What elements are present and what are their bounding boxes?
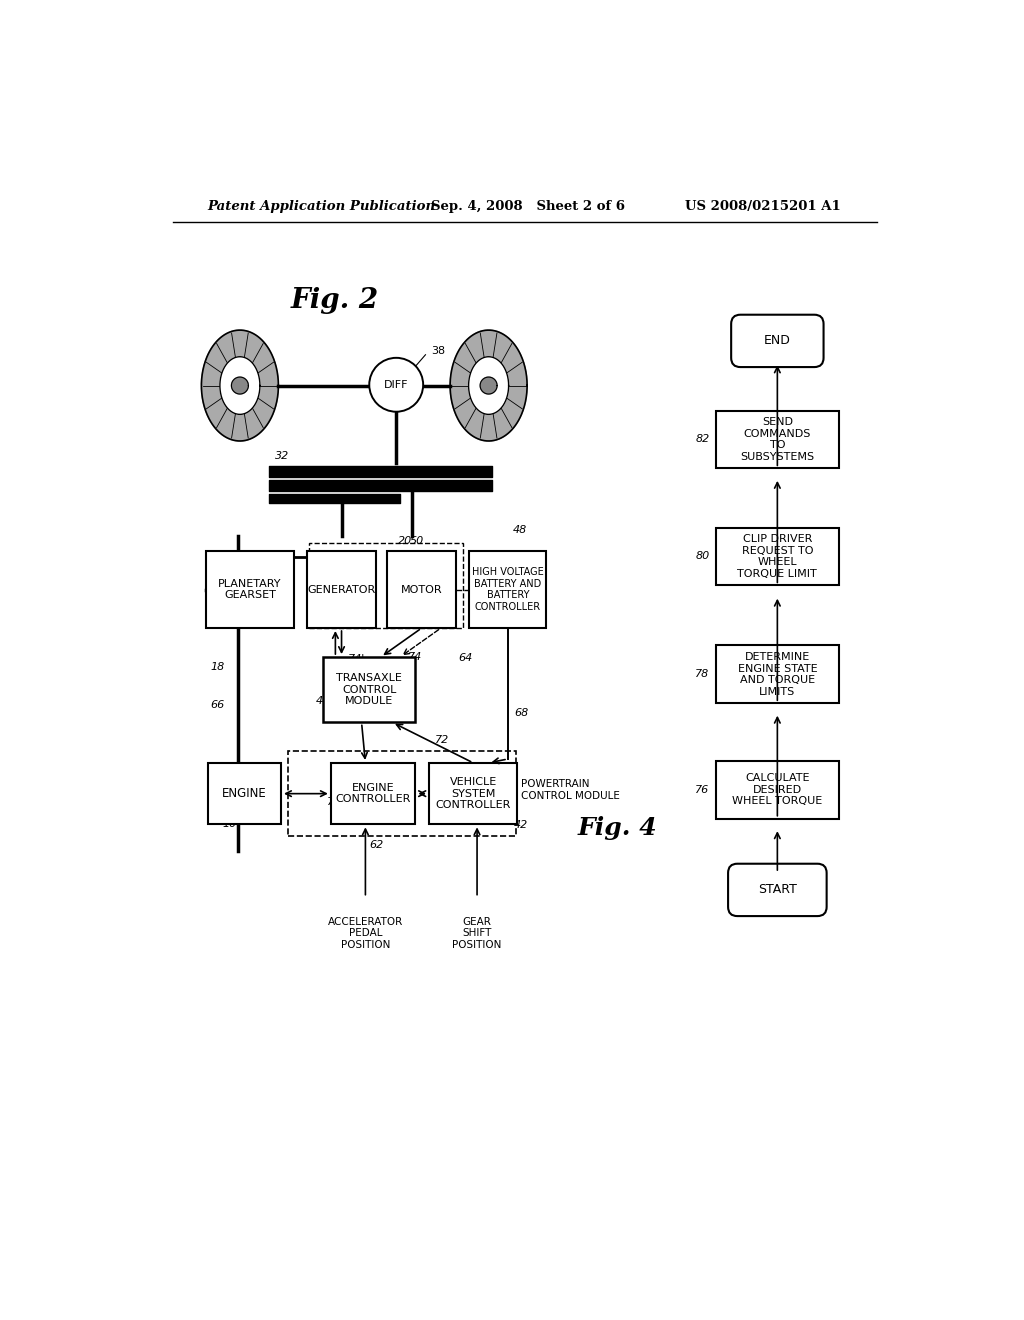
Text: DIFF: DIFF xyxy=(384,380,409,389)
Bar xyxy=(208,763,282,825)
Bar xyxy=(716,528,839,585)
Circle shape xyxy=(370,358,423,412)
Text: TRANSAXLE
CONTROL
MODULE: TRANSAXLE CONTROL MODULE xyxy=(336,673,402,706)
Text: 42: 42 xyxy=(514,820,528,830)
Text: 66: 66 xyxy=(210,700,224,710)
Polygon shape xyxy=(202,330,279,441)
Bar xyxy=(716,645,839,704)
Polygon shape xyxy=(451,330,527,441)
Text: ENGINE: ENGINE xyxy=(222,787,267,800)
Bar xyxy=(206,552,294,628)
Text: GEAR
SHIFT
POSITION: GEAR SHIFT POSITION xyxy=(453,917,502,950)
Text: END: END xyxy=(764,334,791,347)
Text: CALCULATE
DESIRED
WHEEL TORQUE: CALCULATE DESIRED WHEEL TORQUE xyxy=(732,774,822,807)
Text: 78: 78 xyxy=(695,669,710,680)
Bar xyxy=(387,552,457,628)
Text: Patent Application Publication: Patent Application Publication xyxy=(208,199,435,213)
Text: Sep. 4, 2008   Sheet 2 of 6: Sep. 4, 2008 Sheet 2 of 6 xyxy=(431,199,625,213)
Text: Fig. 2: Fig. 2 xyxy=(291,288,379,314)
Polygon shape xyxy=(220,356,260,414)
Polygon shape xyxy=(480,378,497,393)
Text: 20: 20 xyxy=(397,536,412,546)
Text: 18: 18 xyxy=(210,661,224,672)
Bar xyxy=(331,763,416,825)
Text: SEND
COMMANDS
TO
SUBSYSTEMS: SEND COMMANDS TO SUBSYSTEMS xyxy=(740,417,814,462)
Text: DETERMINE
ENGINE STATE
AND TORQUE
LIMITS: DETERMINE ENGINE STATE AND TORQUE LIMITS xyxy=(737,652,817,697)
Text: POWERTRAIN
CONTROL MODULE: POWERTRAIN CONTROL MODULE xyxy=(521,779,620,801)
Text: CLIP DRIVER
REQUEST TO
WHEEL
TORQUE LIMIT: CLIP DRIVER REQUEST TO WHEEL TORQUE LIMI… xyxy=(737,535,817,579)
Text: 70: 70 xyxy=(452,813,466,824)
Bar xyxy=(307,552,376,628)
Bar xyxy=(716,411,839,469)
Text: 32: 32 xyxy=(275,451,290,462)
Text: 80: 80 xyxy=(695,552,710,561)
Bar xyxy=(469,552,547,628)
Text: 66': 66' xyxy=(313,615,331,626)
Text: 74: 74 xyxy=(408,652,422,661)
Text: 74': 74' xyxy=(348,653,365,664)
Text: 10: 10 xyxy=(222,820,237,829)
Bar xyxy=(309,544,463,628)
Text: 76: 76 xyxy=(695,785,710,795)
Text: GENERATOR: GENERATOR xyxy=(307,585,376,594)
Text: MOTOR: MOTOR xyxy=(400,585,442,594)
Text: US 2008/0215201 A1: US 2008/0215201 A1 xyxy=(685,199,841,213)
Text: 44: 44 xyxy=(315,696,330,706)
Text: PLANETARY
GEARSET: PLANETARY GEARSET xyxy=(218,578,282,601)
Text: HIGH VOLTAGE
BATTERY AND
BATTERY
CONTROLLER: HIGH VOLTAGE BATTERY AND BATTERY CONTROL… xyxy=(472,568,544,612)
Text: 72: 72 xyxy=(435,735,449,744)
Text: 62: 62 xyxy=(370,841,384,850)
Text: 82: 82 xyxy=(695,434,710,445)
Bar xyxy=(716,760,839,818)
Polygon shape xyxy=(231,378,249,393)
FancyBboxPatch shape xyxy=(728,863,826,916)
Text: ENGINE
CONTROLLER: ENGINE CONTROLLER xyxy=(336,783,411,804)
Text: START: START xyxy=(758,883,797,896)
Polygon shape xyxy=(469,356,509,414)
Text: ACCELERATOR
PEDAL
POSITION: ACCELERATOR PEDAL POSITION xyxy=(328,917,403,950)
Text: 48: 48 xyxy=(513,524,527,535)
Text: 38: 38 xyxy=(431,346,445,356)
Bar xyxy=(289,751,515,836)
Text: 70': 70' xyxy=(327,797,344,807)
FancyBboxPatch shape xyxy=(731,314,823,367)
Text: VEHICLE
SYSTEM
CONTROLLER: VEHICLE SYSTEM CONTROLLER xyxy=(435,777,511,810)
Text: Fig. 4: Fig. 4 xyxy=(578,816,657,841)
Bar xyxy=(323,657,416,722)
Text: 68: 68 xyxy=(514,708,528,718)
Text: 50: 50 xyxy=(410,536,424,546)
Text: 64: 64 xyxy=(459,653,473,663)
Bar xyxy=(429,763,517,825)
